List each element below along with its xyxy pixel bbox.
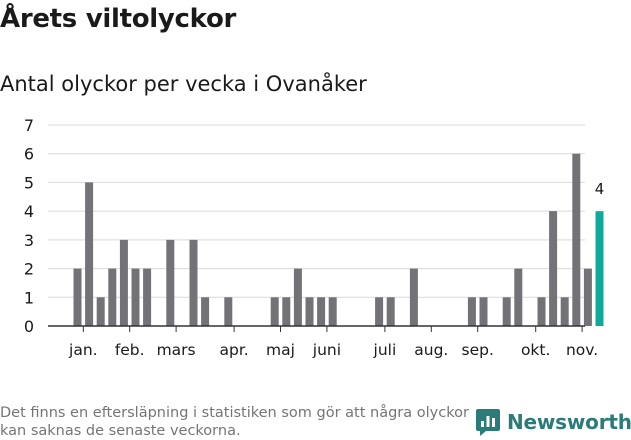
- bar-week-35: [467, 297, 476, 326]
- y-tick-label: 2: [24, 260, 34, 279]
- y-tick-label: 6: [24, 145, 34, 164]
- bar-week-21: [305, 297, 314, 326]
- chart-title: Årets viltolyckor: [0, 4, 237, 34]
- bar-week-7: [143, 268, 152, 326]
- bar-week-27: [375, 297, 384, 326]
- bar-week-38: [502, 297, 511, 326]
- x-tick-label: juli: [373, 341, 397, 359]
- brand-logo: Newsworthy: [475, 407, 631, 437]
- highlight-value-label: 4: [595, 180, 605, 198]
- bar-week-28: [386, 297, 395, 326]
- bar-week-9: [166, 239, 175, 326]
- y-tick-label: 4: [24, 202, 34, 221]
- chart-subtitle: Antal olyckor per vecka i Ovanåker: [0, 72, 367, 96]
- axes: [48, 325, 585, 332]
- y-tick-label: 3: [24, 231, 34, 250]
- bar-week-5: [119, 239, 128, 326]
- y-tick-label: 0: [24, 317, 34, 336]
- y-tick-label: 5: [24, 173, 34, 192]
- bar-week-43: [560, 297, 569, 326]
- x-tick-label: sep.: [462, 341, 494, 359]
- bar-week-39: [514, 268, 523, 326]
- gridlines: [48, 124, 585, 298]
- bar-week-19: [282, 297, 291, 326]
- bar-week-12: [201, 297, 210, 326]
- bar-week-41: [537, 297, 546, 326]
- bar-highlight-week-46: [595, 211, 604, 326]
- labels: 0 1 2 3 4 5 6 7 4 jan. feb. mars apr. maj juni juli aug.…: [24, 116, 604, 359]
- footnote: Det finns en eftersläpning i statistiken…: [0, 405, 469, 439]
- bar-week-20: [293, 268, 302, 326]
- x-tick-label: aug.: [414, 341, 448, 359]
- x-tick-label: juni: [312, 341, 341, 359]
- x-tick-label: maj: [266, 341, 295, 359]
- bar-week-45: [583, 268, 592, 326]
- bar-week-36: [479, 297, 488, 326]
- bars: [73, 153, 604, 326]
- x-tick-label: mars: [157, 341, 196, 359]
- y-tick-label: 1: [24, 288, 34, 307]
- bar-week-3: [96, 297, 105, 326]
- newsworthy-logo-icon: [476, 409, 500, 436]
- bar-chart: 0 1 2 3 4 5 6 7 4 jan. feb. mars apr. maj juni juli aug.…: [24, 116, 604, 359]
- bar-week-11: [189, 239, 198, 326]
- bar-week-6: [131, 268, 140, 326]
- bar-week-44: [572, 153, 581, 326]
- bar-week-4: [108, 268, 117, 326]
- bar-week-14: [224, 297, 233, 326]
- x-tick-label: jan.: [68, 341, 98, 359]
- y-tick-label: 7: [24, 116, 34, 135]
- bar-week-42: [549, 211, 558, 326]
- bar-week-22: [317, 297, 326, 326]
- x-tick-label: okt.: [521, 341, 550, 359]
- bar-week-23: [328, 297, 337, 326]
- brand-name: Newsworthy: [507, 410, 631, 434]
- x-tick-label: feb.: [115, 341, 145, 359]
- bar-week-18: [270, 297, 279, 326]
- x-tick-label: nov.: [566, 341, 598, 359]
- bar-week-30: [409, 268, 418, 326]
- bar-week-2: [85, 182, 94, 326]
- bar-week-1: [73, 268, 82, 326]
- x-tick-label: apr.: [219, 341, 248, 359]
